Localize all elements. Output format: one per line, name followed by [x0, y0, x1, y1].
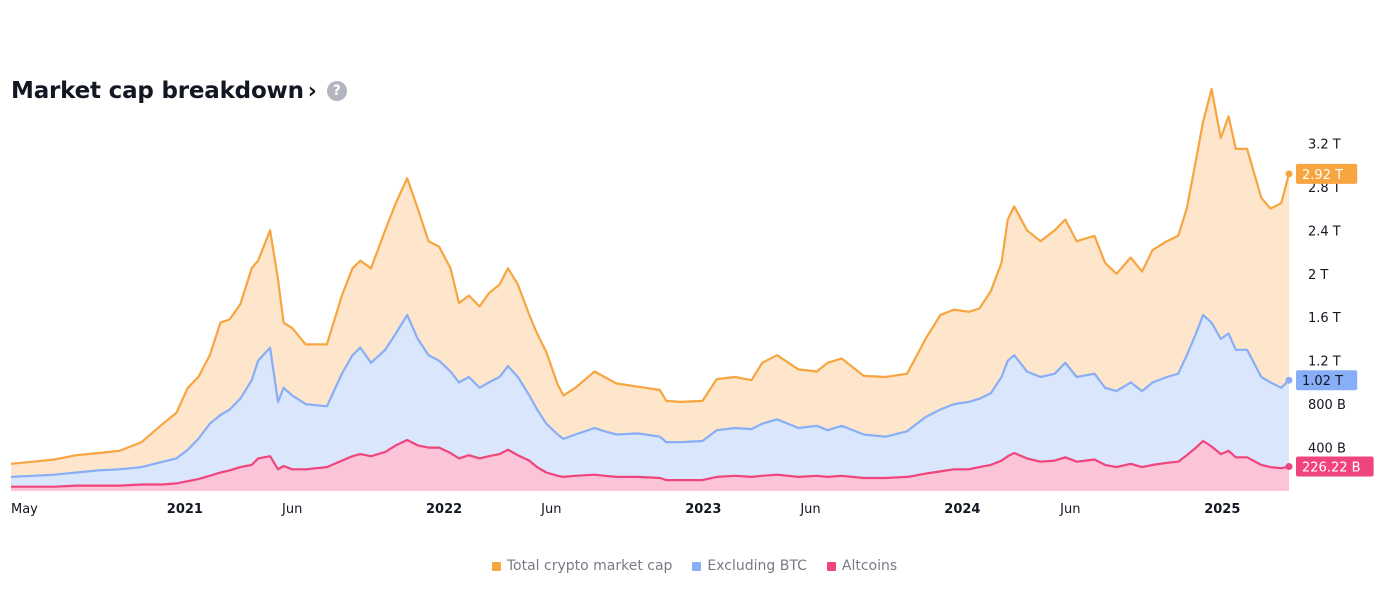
- chart-legend: Total crypto market cap Excluding BTC Al…: [0, 556, 1389, 576]
- y-tick-label: 3.2 T: [1308, 137, 1341, 152]
- x-tick-label: 2021: [167, 502, 203, 517]
- market-cap-chart[interactable]: 400 B 800 B 1.2 T 1.6 T 2 T 2.4 T 2.8 T 3.2 T Ma…: [0, 0, 1389, 545]
- y-tick-label: 2.4 T: [1308, 224, 1341, 239]
- help-question-icon[interactable]: ?: [326, 81, 347, 101]
- badge-text-altcoins: 226.22 B: [1302, 461, 1361, 476]
- chart-title[interactable]: Market cap breakdown: [11, 78, 304, 104]
- area-total-crypto-market-cap: [11, 89, 1289, 491]
- y-tick-label: 2 T: [1308, 268, 1328, 283]
- y-tick-label: 1.6 T: [1308, 311, 1341, 326]
- x-tick-label: May: [11, 502, 38, 517]
- y-tick-label: 1.2 T: [1308, 355, 1341, 370]
- line-total-crypto-market-cap[interactable]: [10, 88, 1291, 465]
- title-chevron-right-icon[interactable]: ›: [307, 78, 317, 104]
- badge-text-excluding-btc: 1.02 T: [1302, 374, 1343, 389]
- last-value-badge-excluding-btc: 1.02 T: [1296, 370, 1358, 391]
- x-tick-label: Jun: [1059, 502, 1080, 517]
- line-altcoins[interactable]: [11, 438, 1290, 488]
- legend-item-total[interactable]: Total crypto market cap: [491, 558, 673, 574]
- legend-swatch-total: [491, 561, 501, 571]
- badge-bg-total-crypto-market-cap: [1296, 163, 1358, 184]
- legend-label-total: Total crypto market cap: [506, 558, 673, 574]
- x-tick-label: Jun: [540, 502, 561, 517]
- y-tick-label: 2.8 T: [1308, 181, 1341, 196]
- y-tick-label: 800 B: [1308, 398, 1346, 413]
- last-value-badge-altcoins: 226.22 B: [1296, 456, 1374, 477]
- badge-text-total-crypto-market-cap: 2.92 T: [1302, 168, 1343, 183]
- legend-swatch-altcoins: [826, 561, 836, 571]
- legend-swatch-excluding-btc: [692, 561, 702, 571]
- area-altcoins: [11, 440, 1289, 491]
- badge-bg-excluding-btc: [1296, 370, 1358, 391]
- line-excluding-btc[interactable]: [10, 313, 1290, 478]
- y-tick-label: 400 B: [1308, 442, 1346, 457]
- last-point-excluding-btc[interactable]: [1285, 376, 1293, 384]
- legend-label-excluding-btc: Excluding BTC: [707, 558, 807, 574]
- legend-label-altcoins: Altcoins: [841, 558, 898, 574]
- x-tick-label: 2022: [426, 502, 462, 517]
- x-tick-label: Jun: [281, 502, 302, 517]
- legend-item-altcoins[interactable]: Altcoins: [826, 558, 898, 574]
- last-value-badge-total-crypto-market-cap: 2.92 T: [1296, 163, 1358, 184]
- badge-bg-altcoins: [1296, 456, 1374, 477]
- area-excluding-btc: [11, 315, 1289, 491]
- x-tick-label: 2025: [1204, 502, 1240, 517]
- x-tick-label: 2024: [944, 502, 980, 517]
- last-point-altcoins[interactable]: [1285, 463, 1293, 470]
- x-tick-label: Jun: [799, 502, 820, 517]
- legend-item-excluding-btc[interactable]: Excluding BTC: [692, 558, 807, 574]
- chart-header: Market cap breakdown › ?: [11, 74, 347, 108]
- last-point-total-crypto-market-cap[interactable]: [1285, 170, 1293, 178]
- x-tick-label: 2023: [685, 502, 721, 517]
